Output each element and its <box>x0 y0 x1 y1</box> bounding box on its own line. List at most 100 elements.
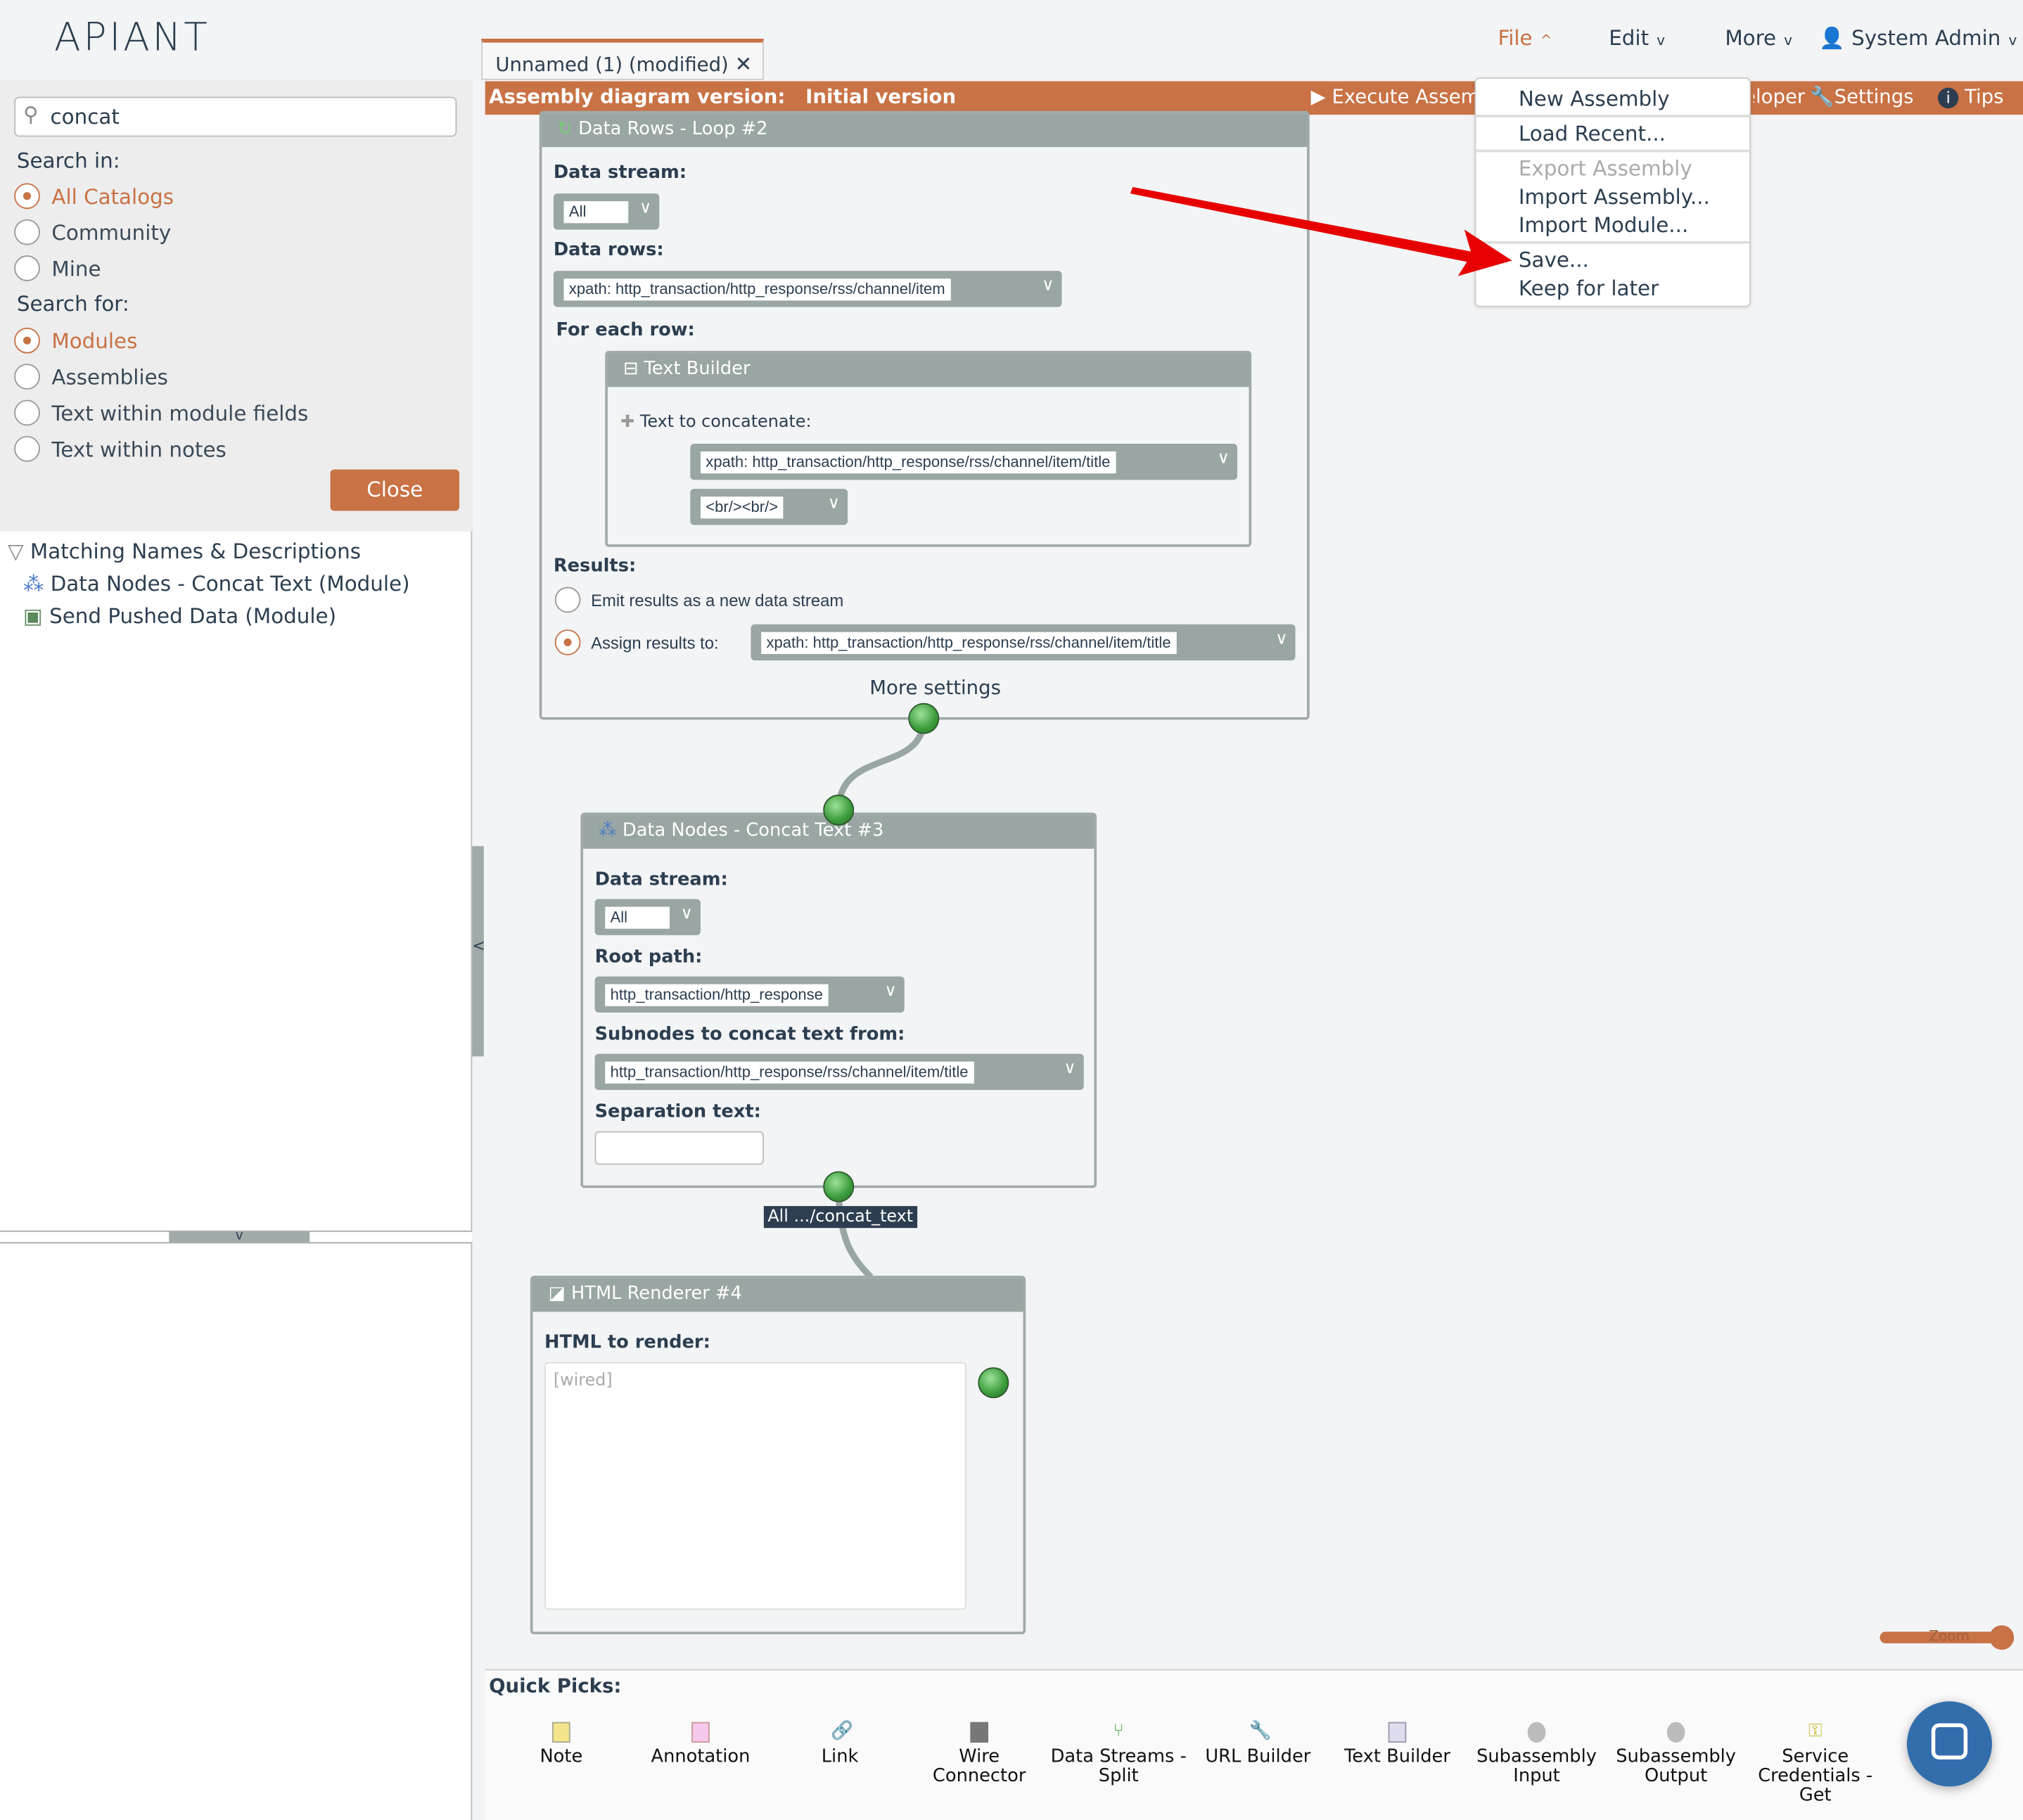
emit-radio[interactable]: Emit results as a new data stream <box>554 587 843 613</box>
more-menu[interactable]: More v <box>1725 26 1792 51</box>
loop-node-header[interactable]: ↻ Data Rows - Loop #2 <box>542 113 1308 148</box>
radio-notes[interactable]: Text within notes <box>14 435 226 462</box>
zoom-label: Zoom <box>1929 1627 1970 1645</box>
quick-picks-panel: Quick Picks: Note Annotation 🔗 Link Wire … <box>485 1669 2023 1820</box>
more-label: More <box>1725 25 1777 51</box>
data-rows-select[interactable]: xpath: http_transaction/http_response/rs… <box>553 271 1062 307</box>
quick-pick-note[interactable]: Note <box>492 1722 631 1767</box>
developer-button[interactable]: Developer <box>1754 85 1805 108</box>
select-value: xpath: http_transaction/http_response/rs… <box>563 278 950 301</box>
menu-load-recent[interactable]: Load Recent... <box>1518 121 1666 146</box>
quick-pick-service-credentials[interactable]: ⚿ Service Credentials - Get <box>1746 1722 1885 1806</box>
select-value: http_transaction/http_response <box>605 984 829 1006</box>
data-stream-select[interactable]: All ∨ <box>594 899 701 935</box>
radio-label: All Catalogs <box>51 184 174 209</box>
result-item[interactable]: ▣ Send Pushed Data (Module) <box>23 603 336 628</box>
chevron-down-icon: ∨ <box>1275 629 1288 649</box>
text-value-2[interactable]: <br/><br/> ∨ <box>690 489 848 525</box>
edit-menu[interactable]: Edit v <box>1609 26 1665 51</box>
close-button[interactable]: Close <box>330 469 459 511</box>
add-icon[interactable]: ✚ <box>620 412 635 432</box>
chat-button[interactable] <box>1906 1701 1993 1787</box>
info-icon: i <box>1937 87 1959 109</box>
menu-keep-for-later[interactable]: Keep for later <box>1518 276 1659 301</box>
data-stream-select[interactable]: All ∨ <box>553 193 660 230</box>
user-name: System Admin <box>1851 25 2001 51</box>
version-value[interactable]: Initial version <box>805 85 957 109</box>
file-label: File <box>1498 25 1533 51</box>
html-textarea[interactable]: [wired] <box>544 1361 966 1610</box>
radio-community[interactable]: Community <box>14 219 171 245</box>
radio-all-catalogs[interactable]: All Catalogs <box>14 183 174 210</box>
chevron-down-icon: v <box>1784 32 1793 49</box>
separation-input[interactable] <box>594 1131 764 1165</box>
tips-button[interactable]: i Tips <box>1937 85 2004 109</box>
text-builder-node[interactable]: ⊟ Text Builder ✚ Text to concatenate: xp… <box>605 350 1252 547</box>
input-connector[interactable] <box>823 794 855 826</box>
radio-assemblies[interactable]: Assemblies <box>14 364 168 390</box>
menu-import-module[interactable]: Import Module... <box>1518 212 1689 238</box>
radio-label: Assign results to: <box>591 632 719 653</box>
search-for-label: Search for: <box>16 291 129 316</box>
root-path-select[interactable]: http_transaction/http_response ∨ <box>594 976 905 1013</box>
assign-select[interactable]: xpath: http_transaction/http_response/rs… <box>751 624 1296 661</box>
html-node-header[interactable]: ◪ HTML Renderer #4 <box>532 1278 1023 1312</box>
text-value-1[interactable]: xpath: http_transaction/http_response/rs… <box>690 443 1237 480</box>
close-tab-icon[interactable]: ✕ <box>734 51 753 77</box>
version-label: Assembly diagram version: <box>489 85 786 109</box>
quick-pick-annotation[interactable]: Annotation <box>631 1722 770 1767</box>
text-label: ✚ Text to concatenate: <box>620 413 811 432</box>
tips-label: Tips <box>1965 85 2004 109</box>
divider <box>1476 115 1750 117</box>
search-input[interactable]: ⚲ concat <box>14 96 457 137</box>
quick-pick-url-builder[interactable]: 🔧 URL Builder <box>1188 1722 1327 1767</box>
radio-modules[interactable]: Modules <box>14 327 137 354</box>
output-connector[interactable] <box>978 1367 1009 1399</box>
zoom-handle[interactable] <box>1989 1625 2015 1650</box>
splitter[interactable]: v <box>0 1230 473 1244</box>
more-settings-link[interactable]: More settings <box>869 676 1001 700</box>
split-icon: ⑂ <box>1113 1720 1124 1742</box>
menu-import-assembly[interactable]: Import Assembly... <box>1518 184 1710 210</box>
menu-save[interactable]: Save... <box>1518 248 1589 273</box>
radio-module-fields[interactable]: Text within module fields <box>14 399 308 426</box>
collapse-handle[interactable]: < <box>472 846 485 1057</box>
subnodes-select[interactable]: http_transaction/http_response/rss/chann… <box>594 1053 1084 1090</box>
text-builder-icon: ⊟ <box>623 358 639 380</box>
quick-pick-label: Data Streams - Split <box>1050 1746 1187 1787</box>
html-renderer-node[interactable]: ◪ HTML Renderer #4 HTML to render: [wire… <box>530 1276 1026 1634</box>
settings-button[interactable]: 🔧Settings <box>1810 85 1913 108</box>
module-icon: ⁂ <box>23 571 44 596</box>
quick-pick-subassembly-output[interactable]: Subassembly Output <box>1607 1722 1746 1787</box>
quick-pick-split[interactable]: ⑂ Data Streams - Split <box>1049 1722 1188 1787</box>
radio-label: Assemblies <box>51 364 168 390</box>
select-value: http_transaction/http_response/rss/chann… <box>605 1061 974 1084</box>
output-connector[interactable] <box>908 703 940 734</box>
field-label: Results: <box>553 556 637 577</box>
concat-node[interactable]: ⁂ Data Nodes - Concat Text #3 Data strea… <box>580 812 1097 1188</box>
text-builder-icon <box>1388 1722 1407 1743</box>
radio-icon <box>554 587 581 613</box>
result-item[interactable]: ⁂ Data Nodes - Concat Text (Module) <box>23 572 410 596</box>
menu-new-assembly[interactable]: New Assembly <box>1518 86 1670 111</box>
assign-radio[interactable]: Assign results to: <box>554 629 719 655</box>
user-menu[interactable]: 👤 System Admin v <box>1819 26 2017 51</box>
node-title: HTML Renderer #4 <box>570 1283 742 1305</box>
zoom-slider[interactable]: Zoom <box>1880 1625 2015 1650</box>
assembly-toolbar: Assembly diagram version: Initial versio… <box>485 81 2023 115</box>
tab-assembly[interactable]: Unnamed (1) (modified) ✕ <box>481 39 764 80</box>
quick-pick-wire-connector[interactable]: Wire Connector <box>910 1722 1049 1787</box>
select-value: All <box>563 201 629 224</box>
quick-pick-link[interactable]: 🔗 Link <box>770 1722 910 1767</box>
execute-button[interactable]: ▶ Execute Assembly <box>1311 85 1475 108</box>
result-label: Send Pushed Data (Module) <box>49 603 337 629</box>
text-builder-header[interactable]: ⊟ Text Builder <box>607 353 1249 387</box>
radio-mine[interactable]: Mine <box>14 255 101 281</box>
quick-pick-text-builder[interactable]: Text Builder <box>1327 1722 1467 1767</box>
output-connector[interactable] <box>823 1171 855 1203</box>
field-label: Data stream: <box>594 869 728 890</box>
results-header[interactable]: ▽ Matching Names & Descriptions <box>8 539 361 564</box>
quick-pick-subassembly-input[interactable]: Subassembly Input <box>1467 1722 1606 1787</box>
wrench-icon: 🔧 <box>1249 1720 1272 1742</box>
file-menu[interactable]: File ^ <box>1498 26 1552 51</box>
